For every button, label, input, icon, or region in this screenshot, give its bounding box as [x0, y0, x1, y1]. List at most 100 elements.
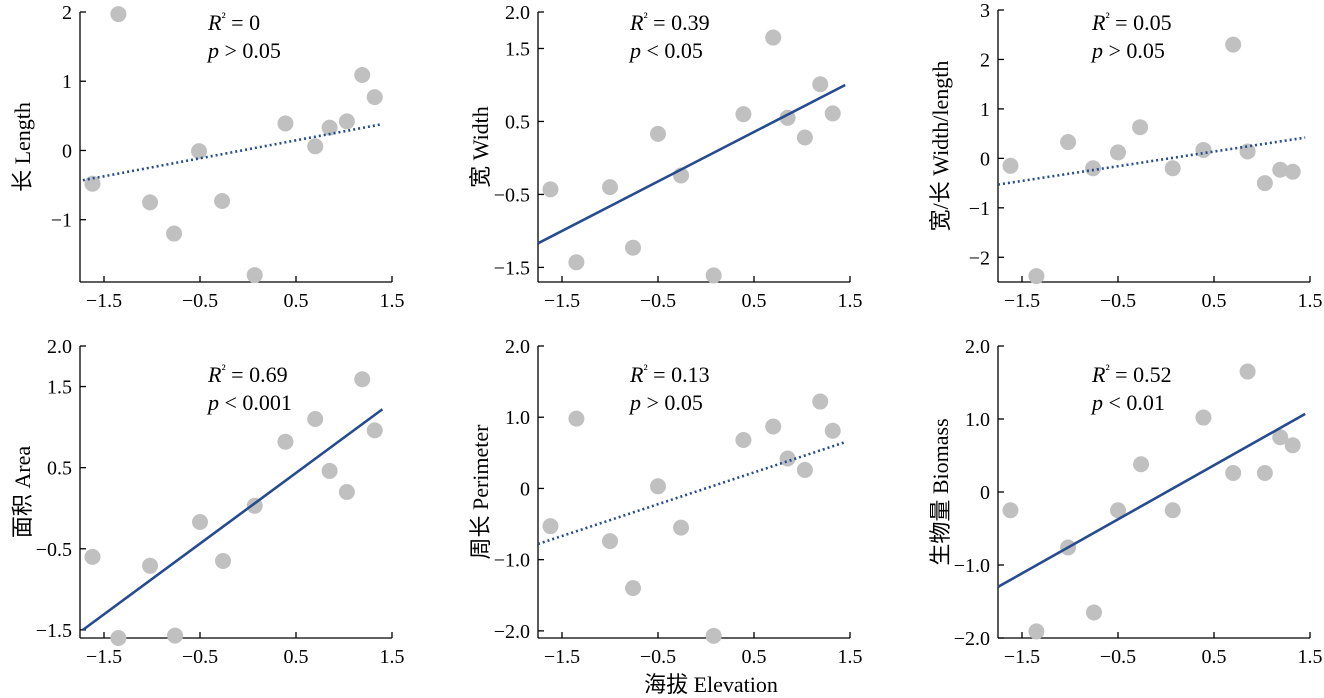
data-point	[812, 76, 829, 93]
x-tick-label: 0.5	[742, 290, 767, 312]
data-point	[142, 557, 159, 574]
x-tick-label: −1.5	[544, 290, 580, 312]
data-point	[167, 627, 184, 644]
y-tick-label: 2.0	[505, 336, 530, 358]
y-tick-label: 1	[62, 71, 72, 93]
data-point	[1239, 363, 1256, 380]
data-point	[568, 254, 585, 271]
data-point	[1256, 175, 1273, 192]
y-tick-label: 0	[980, 482, 990, 504]
data-point	[1239, 143, 1256, 160]
x-tick-label: −0.5	[640, 646, 676, 668]
data-point	[1028, 268, 1045, 285]
data-point	[338, 113, 355, 130]
data-point	[1256, 465, 1273, 482]
data-point	[354, 371, 371, 388]
data-point	[307, 138, 324, 155]
r-squared-label: R² = 0.13	[629, 362, 710, 387]
y-tick-label: −2.0	[954, 628, 990, 650]
data-point	[110, 630, 127, 646]
r-squared-label: R² = 0.05	[1091, 10, 1172, 35]
data-point	[338, 484, 355, 500]
data-point	[366, 89, 383, 106]
panel-biomass: −1.5 −0.5 0.5 1.5 −2.0 −1.0 0 1.0 2.0 生物量 Biomass…	[928, 336, 1323, 668]
data-point	[1164, 502, 1181, 519]
data-point	[650, 125, 666, 142]
data-point	[366, 422, 383, 439]
y-axis-title: 周长 Perimeter	[468, 424, 493, 560]
y-tick-label: −1.5	[494, 257, 530, 279]
data-point	[166, 225, 183, 242]
x-tick-label: 1.5	[1298, 290, 1323, 312]
data-point	[765, 29, 782, 46]
y-tick-label: 1	[980, 99, 990, 121]
panel-width-length: −1.5 −0.5 0.5 1.5 −2 −1 0 1 2 3 宽/长 Width/length R²…	[928, 0, 1323, 312]
x-tick-label: 0.5	[284, 646, 309, 668]
y-tick-label: 1.5	[47, 377, 72, 399]
x-tick-label: −1.5	[1004, 646, 1040, 668]
data-point	[705, 267, 722, 284]
y-tick-label: −2.0	[494, 621, 530, 643]
data-point	[824, 422, 841, 439]
data-point	[246, 267, 263, 284]
y-tick-label: −1.0	[494, 550, 530, 572]
data-point	[765, 418, 782, 435]
y-tick-label: 1.5	[505, 38, 530, 60]
y-tick-label: −0.5	[36, 539, 72, 561]
y-tick-label: −0.5	[494, 184, 530, 206]
x-tick-label: −0.5	[182, 290, 218, 312]
data-point	[1085, 160, 1102, 177]
data-point	[277, 433, 294, 450]
data-point	[1272, 161, 1289, 178]
y-axis-title: 面积 Area	[10, 446, 35, 538]
data-point	[1284, 163, 1301, 180]
data-point	[1110, 144, 1126, 161]
data-point	[1060, 134, 1077, 151]
data-point	[321, 462, 338, 479]
panel-perimeter: −1.5 −0.5 0.5 1.5 −2.0 −1.0 0 1.0 2.0 周长 Perimete…	[468, 336, 863, 668]
data-point	[321, 119, 338, 136]
p-value-label: p < 0.05	[628, 38, 703, 63]
x-tick-label: −0.5	[640, 290, 676, 312]
x-axis-label: 海拔 Elevation	[644, 672, 778, 697]
y-tick-label: −1	[969, 198, 990, 220]
data-point	[650, 478, 666, 495]
y-tick-label: 2.0	[47, 336, 72, 358]
y-axis-title: 生物量 Biomass	[928, 418, 953, 565]
data-point	[191, 143, 208, 160]
data-point	[1195, 141, 1212, 158]
y-tick-label: 0	[980, 148, 990, 170]
data-point	[1002, 502, 1019, 519]
y-tick-label: 0.5	[505, 111, 530, 133]
y-axis-title: 宽/长 Width/length	[928, 61, 953, 232]
y-tick-label: 0	[520, 478, 530, 500]
x-tick-label: 1.5	[380, 290, 405, 312]
data-point	[735, 106, 752, 123]
data-point	[142, 194, 159, 211]
data-point	[1002, 157, 1019, 174]
data-point	[602, 179, 618, 196]
x-tick-label: 1.5	[838, 290, 863, 312]
x-tick-label: 0.5	[742, 646, 767, 668]
x-tick-label: 1.5	[380, 646, 405, 668]
r-squared-label: R² = 0.52	[1091, 362, 1172, 387]
data-point	[705, 627, 722, 644]
panel-length: −1.5 −0.5 0.5 1.5 −1 0 1 2 长 Length R² = 0 p > 0.0…	[10, 2, 405, 312]
y-axis-title: 长 Length	[10, 102, 35, 192]
data-point	[812, 393, 829, 410]
x-tick-label: 0.5	[284, 290, 309, 312]
p-value-label: p > 0.05	[206, 38, 281, 63]
data-point	[1028, 623, 1045, 640]
data-point	[735, 432, 752, 449]
y-tick-label: 2.0	[965, 336, 990, 358]
x-tick-label: 0.5	[1202, 646, 1227, 668]
data-point	[192, 514, 208, 531]
data-point	[307, 411, 324, 427]
panel-area: −1.5 −0.5 0.5 1.5 −1.5 −0.5 0.5 1.5 2.0 面积 Area R²…	[10, 336, 405, 668]
data-point	[214, 193, 231, 209]
x-tick-label: 1.5	[838, 646, 863, 668]
r-squared-label: R² = 0.69	[207, 362, 288, 387]
y-tick-label: −1.0	[954, 555, 990, 577]
y-tick-label: −1.5	[36, 620, 72, 642]
x-tick-label: −1.5	[1004, 290, 1040, 312]
